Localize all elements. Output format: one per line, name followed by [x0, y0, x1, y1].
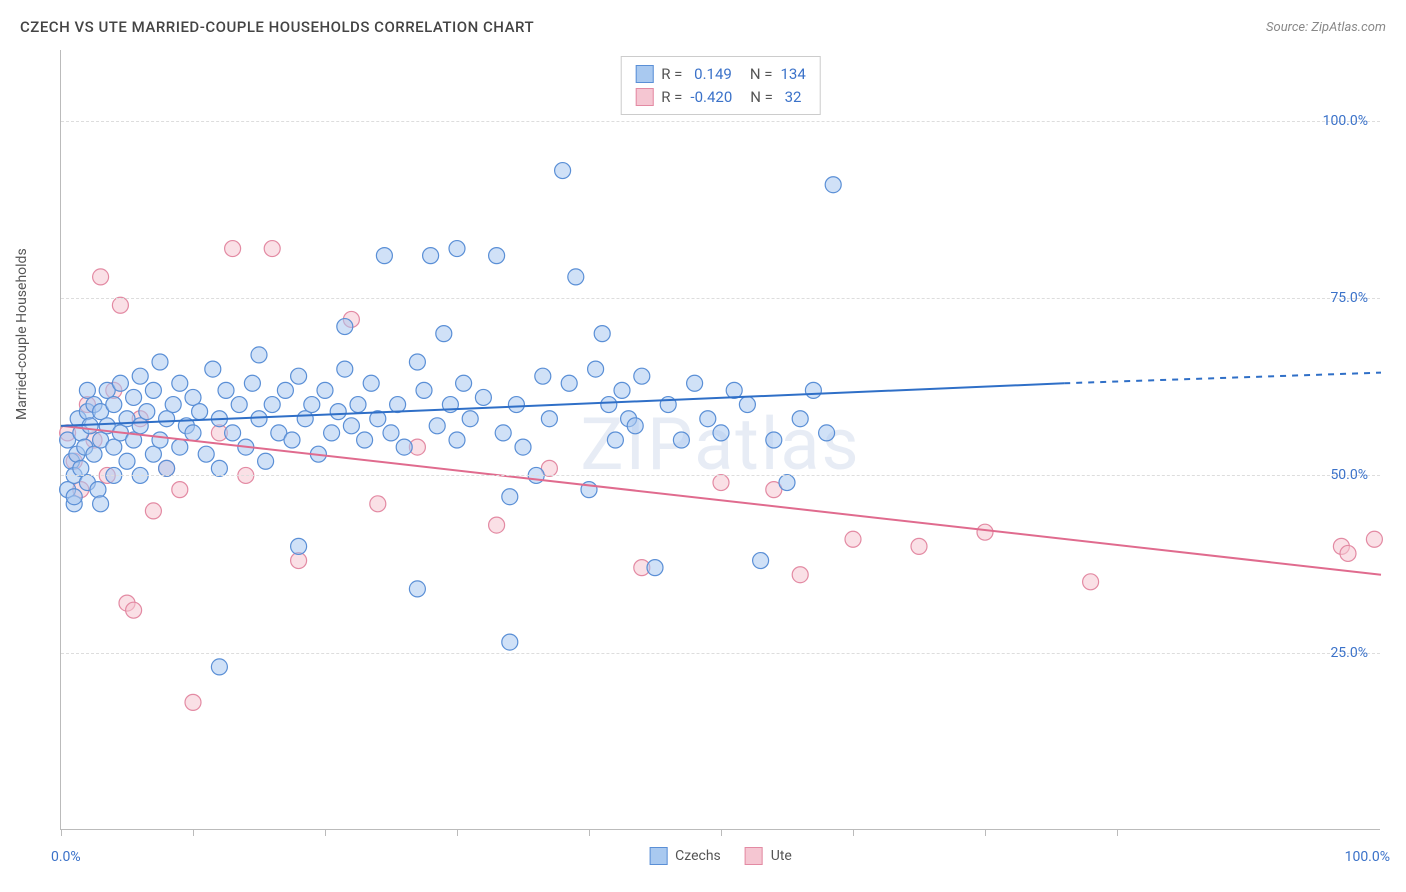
- legend-label: Czechs: [675, 848, 721, 864]
- x-tick: [1117, 829, 1118, 836]
- gridline: [61, 653, 1380, 654]
- legend-label: Ute: [771, 848, 792, 864]
- scatter-svg: [61, 50, 1380, 829]
- stat-r-label: R =: [661, 86, 682, 109]
- legend-swatch: [649, 847, 667, 865]
- y-axis-label: Married-couple Households: [14, 248, 30, 420]
- stat-n-value: 134: [780, 63, 805, 86]
- stats-row: R = 0.149 N = 134: [635, 63, 806, 86]
- x-axis-min-label: 0.0%: [51, 849, 81, 865]
- legend-swatch: [635, 88, 653, 106]
- gridline: [61, 298, 1380, 299]
- gridline: [61, 121, 1380, 122]
- y-tick-label: 100.0%: [1323, 113, 1368, 129]
- x-axis-max-label: 100.0%: [1345, 849, 1390, 865]
- legend-item: Ute: [745, 847, 792, 865]
- x-tick: [589, 829, 590, 836]
- stat-n-value: 32: [781, 86, 802, 109]
- chart-header: CZECH VS UTE MARRIED-COUPLE HOUSEHOLDS C…: [20, 18, 1386, 36]
- x-tick: [325, 829, 326, 836]
- stat-r-value: 0.149: [690, 63, 731, 86]
- x-tick: [721, 829, 722, 836]
- stat-r-label: R =: [661, 63, 682, 86]
- chart-title: CZECH VS UTE MARRIED-COUPLE HOUSEHOLDS C…: [20, 18, 534, 36]
- legend-swatch: [635, 65, 653, 83]
- y-tick-label: 50.0%: [1330, 467, 1368, 483]
- chart-source: Source: ZipAtlas.com: [1266, 20, 1386, 35]
- stats-row: R = -0.420 N = 32: [635, 86, 806, 109]
- stat-r-value: -0.420: [690, 86, 732, 109]
- gridline: [61, 475, 1380, 476]
- x-tick: [193, 829, 194, 836]
- x-tick: [853, 829, 854, 836]
- plot-area: ZIPatlas R = 0.149N =134R =-0.420N = 32 …: [60, 50, 1380, 830]
- stat-n-label: N =: [750, 63, 773, 86]
- legend-swatch: [745, 847, 763, 865]
- x-tick: [457, 829, 458, 836]
- x-tick: [985, 829, 986, 836]
- stats-box: R = 0.149 N = 134 R = -0.420 N = 32: [620, 56, 821, 115]
- y-tick-label: 25.0%: [1330, 645, 1368, 661]
- y-tick-label: 75.0%: [1330, 290, 1368, 306]
- legend-item: Czechs: [649, 847, 721, 865]
- x-tick: [61, 829, 62, 836]
- bottom-legend: Czechs Ute: [649, 847, 792, 865]
- stat-n-label: N =: [750, 86, 773, 109]
